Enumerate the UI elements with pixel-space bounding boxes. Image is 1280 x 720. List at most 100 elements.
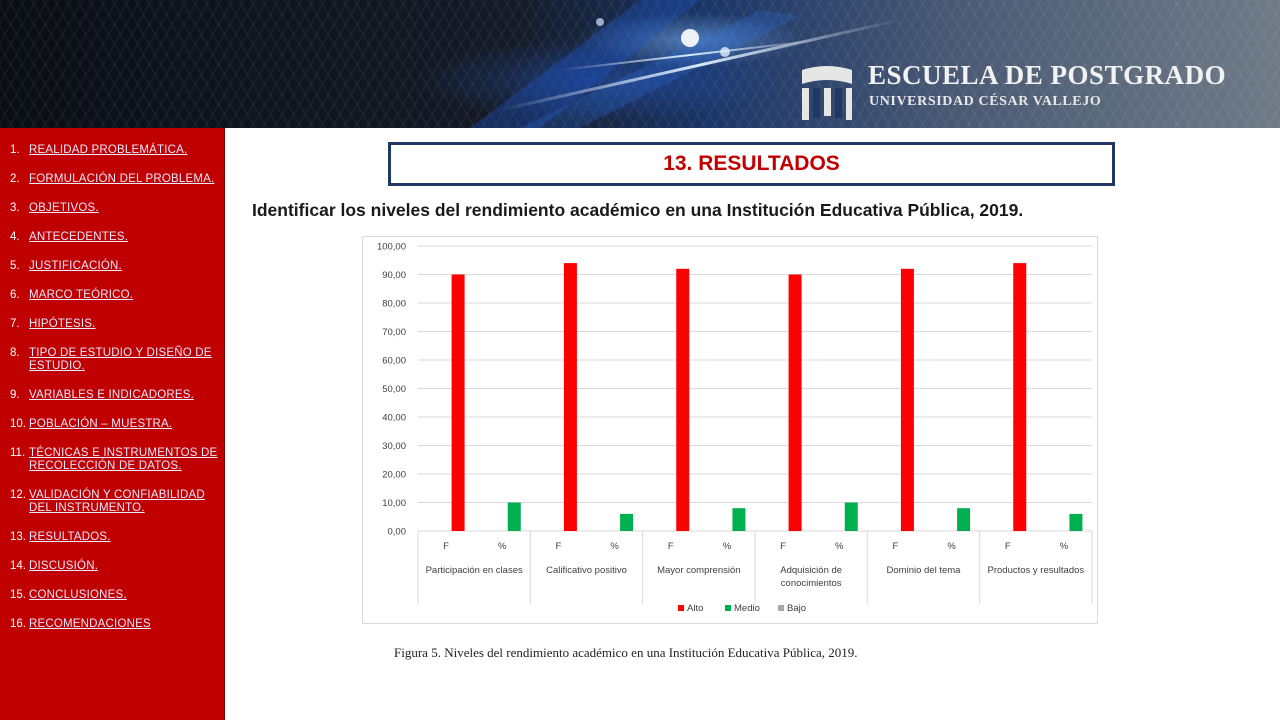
- sidebar-item-link[interactable]: CONCLUSIONES.: [29, 589, 127, 601]
- light-streaks-decoration: [470, 0, 901, 128]
- sidebar-item-link[interactable]: RESULTADOS.: [29, 531, 111, 543]
- x-subcategory-label: %: [947, 541, 956, 552]
- sidebar-item-10[interactable]: 10. POBLACIÓN – MUESTRA.: [10, 418, 218, 431]
- x-subcategory-label: F: [668, 541, 674, 552]
- sidebar-item-number: 5.: [10, 260, 20, 272]
- y-tick-label: 10,00: [382, 498, 406, 509]
- sidebar-item-link[interactable]: POBLACIÓN – MUESTRA.: [29, 418, 173, 430]
- sidebar: 1. REALIDAD PROBLEMÁTICA. 2. FORMULACIÓN DE…: [0, 128, 225, 720]
- sidebar-item-link[interactable]: VALIDACIÓN Y CONFIABILIDAD DEL INSTRUMEN…: [29, 489, 205, 514]
- bar-alto: [451, 274, 465, 531]
- bar-medio: [732, 508, 746, 531]
- x-subcategory-label: %: [610, 541, 619, 552]
- sidebar-item-link[interactable]: ANTECEDENTES.: [29, 231, 129, 243]
- sidebar-item-link[interactable]: REALIDAD PROBLEMÁTICA.: [29, 144, 188, 156]
- x-group-label: Participación en clases: [426, 565, 523, 576]
- sidebar-item-13[interactable]: 13. RESULTADOS.: [10, 531, 218, 544]
- x-group-label: Dominio del tema: [887, 565, 962, 576]
- chart-container: 0,00 10,00 20,00 30,00 40,00 50,00 60,00 70,00 8…: [362, 236, 1098, 624]
- legend-swatch-medio: [725, 605, 731, 611]
- y-tick-label: 90,00: [382, 270, 406, 281]
- sidebar-item-link[interactable]: HIPÓTESIS.: [29, 318, 96, 330]
- sidebar-item-2[interactable]: 2. FORMULACIÓN DEL PROBLEMA.: [10, 173, 218, 186]
- x-subcategory-label: %: [835, 541, 844, 552]
- sidebar-item-number: 1.: [10, 144, 20, 156]
- bar-medio: [620, 513, 634, 531]
- sidebar-nav-list: 1. REALIDAD PROBLEMÁTICA. 2. FORMULACIÓN DE…: [10, 144, 218, 647]
- sidebar-item-number: 8.: [10, 347, 20, 359]
- sidebar-item-link[interactable]: DISCUSIÓN.: [29, 560, 99, 572]
- sidebar-item-5[interactable]: 5. JUSTIFICACIÓN.: [10, 260, 218, 273]
- x-group-label: Calificativo positivo: [546, 565, 627, 576]
- sidebar-item-link[interactable]: TIPO DE ESTUDIO Y DISEÑO DE ESTUDIO.: [29, 347, 212, 372]
- sidebar-item-number: 13.: [10, 531, 26, 543]
- y-tick-label: 60,00: [382, 356, 406, 367]
- sidebar-item-number: 10.: [10, 418, 26, 430]
- sidebar-item-11[interactable]: 11. TÉCNICAS E INSTRUMENTOS DE RECOLECCIÓ…: [10, 447, 218, 473]
- y-tick-label: 0,00: [388, 527, 407, 538]
- bar-chart: 0,00 10,00 20,00 30,00 40,00 50,00 60,00 70,00 8…: [362, 236, 1098, 624]
- x-subcategory-label: F: [443, 541, 449, 552]
- x-subcategory-label: F: [1005, 541, 1011, 552]
- y-tick-label: 80,00: [382, 299, 406, 310]
- legend-label: Medio: [734, 603, 760, 614]
- sidebar-item-number: 12.: [10, 489, 26, 501]
- sidebar-item-3[interactable]: 3. OBJETIVOS.: [10, 202, 218, 215]
- header-banner: ESCUELA DE POSTGRADO UNIVERSIDAD CÉSAR V…: [0, 0, 1280, 128]
- sidebar-item-number: 16.: [10, 618, 26, 630]
- sidebar-item-link[interactable]: JUSTIFICACIÓN.: [29, 260, 122, 272]
- sidebar-item-14[interactable]: 14. DISCUSIÓN.: [10, 560, 218, 573]
- sidebar-item-link[interactable]: TÉCNICAS E INSTRUMENTOS DE RECOLECCIÓN D…: [29, 447, 218, 472]
- shield-stripes-icon: [802, 66, 852, 120]
- sidebar-item-number: 7.: [10, 318, 20, 330]
- bar-alto: [676, 268, 690, 531]
- sidebar-item-number: 14.: [10, 560, 26, 572]
- sidebar-item-link[interactable]: MARCO TEÓRICO.: [29, 289, 134, 301]
- chart-border: [362, 236, 1098, 624]
- brand-title: ESCUELA DE POSTGRADO: [868, 60, 1227, 90]
- y-tick-label: 50,00: [382, 384, 406, 395]
- sidebar-item-number: 6.: [10, 289, 20, 301]
- sidebar-item-number: 4.: [10, 231, 20, 243]
- y-tick-label: 40,00: [382, 413, 406, 424]
- bar-alto: [788, 274, 802, 531]
- sidebar-item-link[interactable]: RECOMENDACIONES: [29, 618, 151, 630]
- sidebar-item-number: 2.: [10, 173, 20, 185]
- bar-medio: [844, 502, 858, 531]
- x-subcategory-label: F: [780, 541, 786, 552]
- sidebar-item-12[interactable]: 12. VALIDACIÓN Y CONFIABILIDAD DEL INSTRU…: [10, 489, 218, 515]
- x-group-label: conocimientos: [781, 578, 842, 589]
- x-subcategory-label: F: [556, 541, 562, 552]
- sidebar-item-number: 11.: [10, 447, 26, 459]
- x-subcategory-label: %: [1060, 541, 1069, 552]
- sidebar-item-8[interactable]: 8. TIPO DE ESTUDIO Y DISEÑO DE ESTUDIO.: [10, 347, 218, 373]
- sidebar-item-link[interactable]: VARIABLES E INDICADORES.: [29, 389, 194, 401]
- sidebar-item-1[interactable]: 1. REALIDAD PROBLEMÁTICA.: [10, 144, 218, 157]
- x-group-label: Productos y resultados: [988, 565, 1085, 576]
- sidebar-item-number: 3.: [10, 202, 20, 214]
- sidebar-item-7[interactable]: 7. HIPÓTESIS.: [10, 318, 218, 331]
- legend-swatch-alto: [678, 605, 684, 611]
- y-tick-label: 100,00: [377, 242, 406, 253]
- sidebar-item-15[interactable]: 15. CONCLUSIONES.: [10, 589, 218, 602]
- bar-medio: [957, 508, 971, 531]
- sidebar-item-link[interactable]: OBJETIVOS.: [29, 202, 99, 214]
- sidebar-item-number: 15.: [10, 589, 26, 601]
- x-group-label: Adquisición de: [780, 565, 842, 576]
- x-subcategory-label: %: [498, 541, 507, 552]
- sidebar-item-16[interactable]: 16. RECOMENDACIONES: [10, 618, 218, 631]
- bar-alto: [563, 263, 577, 531]
- sidebar-item-9[interactable]: 9. VARIABLES E INDICADORES.: [10, 389, 218, 402]
- sidebar-item-link[interactable]: FORMULACIÓN DEL PROBLEMA.: [29, 173, 215, 185]
- sidebar-item-4[interactable]: 4. ANTECEDENTES.: [10, 231, 218, 244]
- bar-alto: [1013, 263, 1027, 531]
- legend-label: Bajo: [787, 603, 806, 614]
- y-tick-label: 20,00: [382, 470, 406, 481]
- brand-subtitle: UNIVERSIDAD CÉSAR VALLEJO: [869, 94, 1102, 109]
- legend-swatch-bajo: [778, 605, 784, 611]
- sidebar-item-number: 9.: [10, 389, 20, 401]
- x-subcategory-label: %: [723, 541, 732, 552]
- y-tick-label: 70,00: [382, 327, 406, 338]
- x-subcategory-label: F: [893, 541, 899, 552]
- sidebar-item-6[interactable]: 6. MARCO TEÓRICO.: [10, 289, 218, 302]
